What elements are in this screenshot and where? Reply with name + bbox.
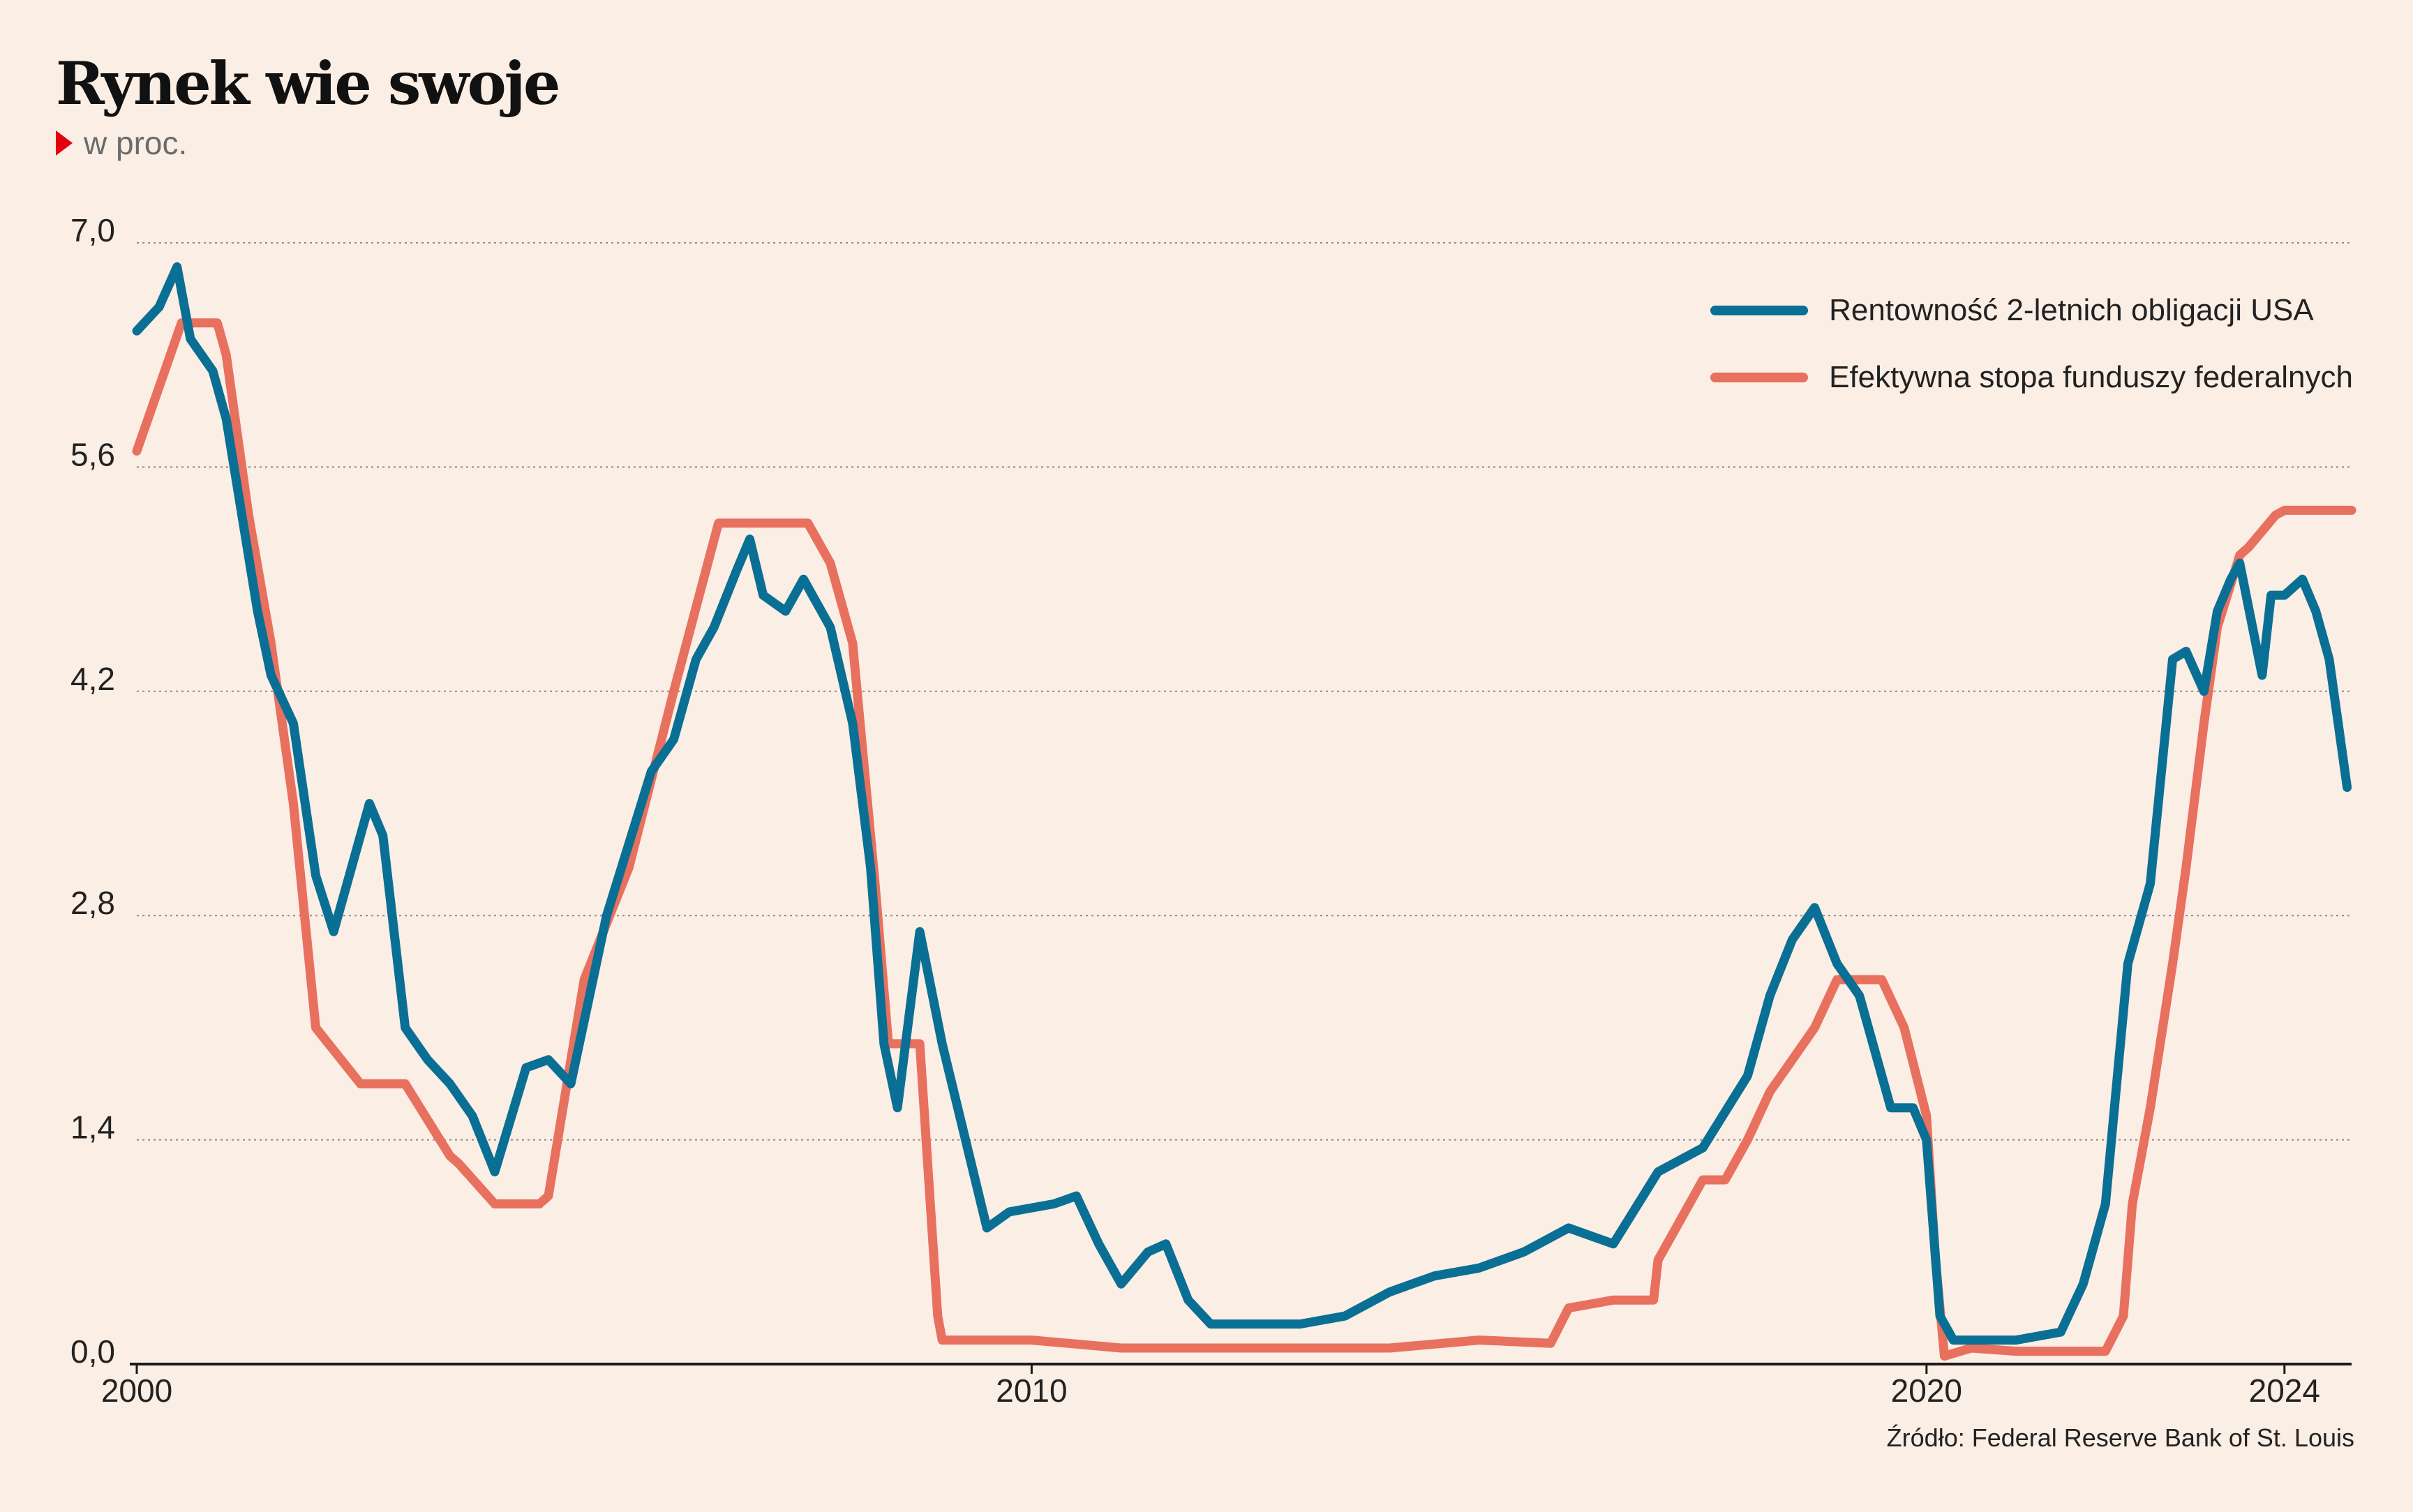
- legend: Rentowność 2-letnich obligacji USA Efekt…: [1710, 293, 2353, 395]
- x-tick-label: 2000: [101, 1372, 172, 1409]
- legend-label-fedfunds: Efektywna stopa funduszy federalnych: [1829, 360, 2353, 394]
- legend-item-treasury: Rentowność 2-letnich obligacji USA: [1710, 293, 2353, 328]
- y-tick-label: 7,0: [70, 212, 115, 248]
- series-line-treasury: [132, 262, 2352, 1345]
- y-axis-ticks: 0,0 1,4 2,8 4,2 5,6 7,0: [70, 212, 115, 1370]
- red-triangle-icon: [56, 130, 73, 156]
- legend-swatch-fedfunds: [1710, 373, 1809, 382]
- x-tick-label: 2024: [2249, 1372, 2320, 1409]
- y-tick-label: 5,6: [70, 436, 115, 472]
- series-line-fedfunds: [132, 318, 2356, 1361]
- y-tick-label: 1,4: [70, 1109, 115, 1146]
- y-tick-label: 2,8: [70, 885, 115, 921]
- legend-item-fedfunds: Efektywna stopa funduszy federalnych: [1710, 360, 2353, 395]
- gridlines: [130, 242, 2352, 1365]
- legend-swatch-treasury: [1710, 306, 1809, 315]
- chart-title: Rynek wie swoje: [56, 49, 560, 118]
- series-lines: [132, 262, 2356, 1361]
- x-tick-label: 2020: [1891, 1372, 1962, 1409]
- unit-label: w proc.: [84, 125, 188, 161]
- y-tick-label: 4,2: [70, 661, 115, 697]
- x-axis-ticks: 2000 2010 2020 2024: [101, 1364, 2320, 1409]
- chart-subtitle: w proc.: [56, 124, 187, 162]
- y-tick-label: 0,0: [70, 1333, 115, 1370]
- source-note: Źródło: Federal Reserve Bank of St. Loui…: [1886, 1423, 2354, 1452]
- legend-label-treasury: Rentowność 2-letnich obligacji USA: [1829, 293, 2314, 327]
- x-tick-label: 2010: [996, 1372, 1067, 1409]
